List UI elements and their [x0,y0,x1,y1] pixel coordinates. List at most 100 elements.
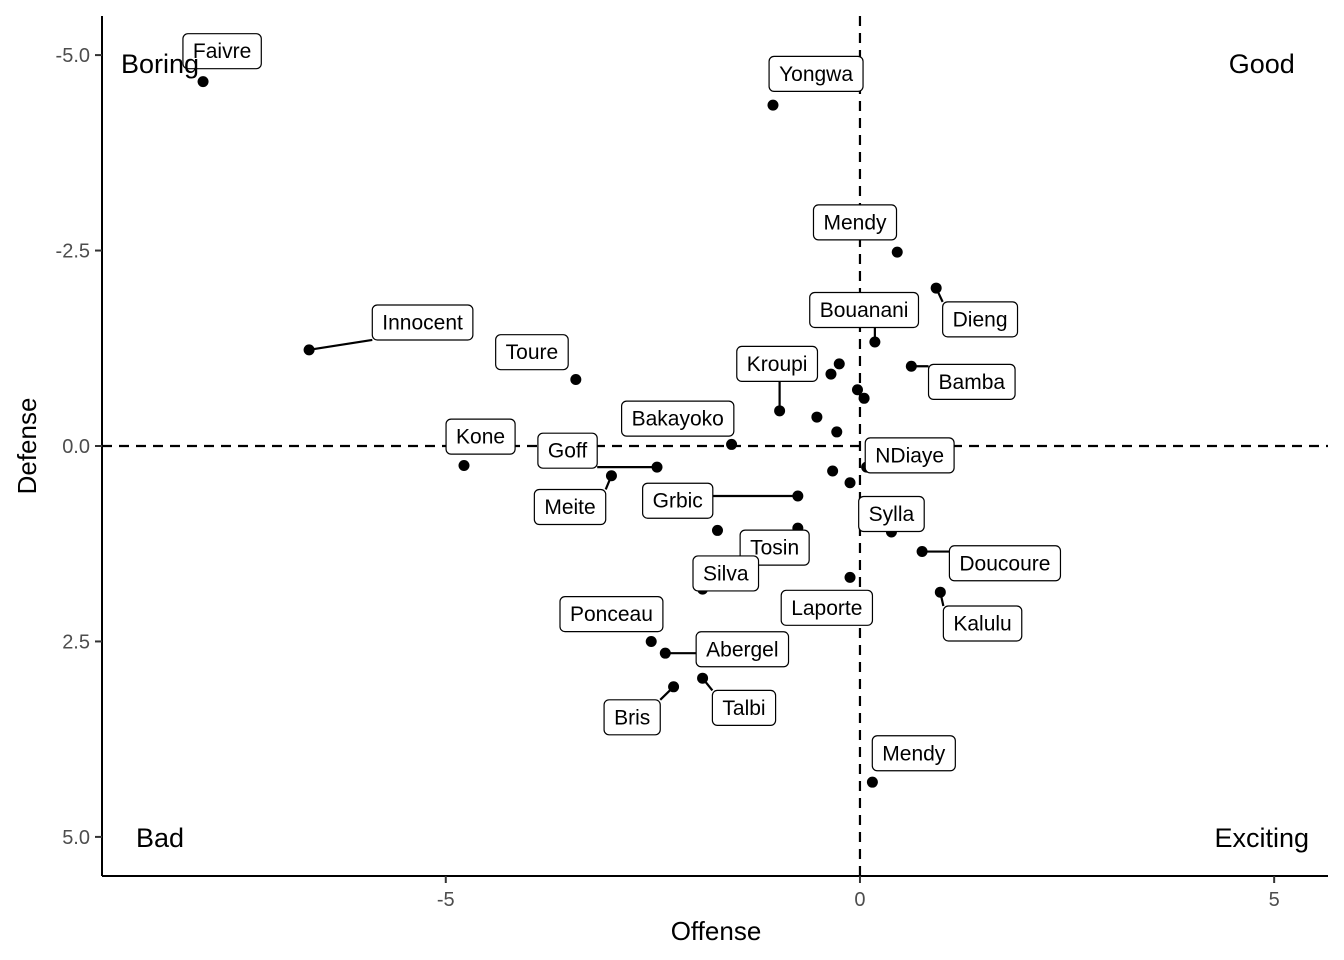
point-label-box [780,589,874,626]
point-label: Faivre [182,33,262,70]
data-point [767,99,779,111]
point-label: Mendy [871,735,956,772]
quadrant-labels: Boring Good Bad Exciting [121,49,1309,853]
point-label-box [711,689,777,727]
point-label: Mendy [812,204,898,241]
point-label-text: Mendy [882,742,946,765]
point-label-text: Sylla [869,503,915,526]
point-label: NDiaye [864,437,955,474]
x-tick-label: 5 [1269,889,1280,911]
point-label: Yongwa [768,55,864,92]
point-label-text: Bamba [939,371,1006,394]
data-point [831,426,843,438]
data-point [651,461,663,473]
point-label: Bouanani [809,291,920,329]
point-label: Dieng [942,301,1019,338]
data-point [891,246,903,258]
data-point [825,368,837,380]
data-point [668,681,680,693]
point-label-box [642,482,714,519]
axis-ticks: -5 0 5 -5.0 -2.5 0.0 2.5 5.0 [56,45,1280,911]
point-label-text: Grbic [653,490,703,513]
point-label-box [695,631,790,668]
quadrant-label: Exciting [1214,823,1309,853]
x-tick-label: 0 [854,889,865,911]
point-label-text: Toure [506,341,559,364]
point-label-box [736,345,819,383]
point-label-text: Bris [614,706,650,729]
data-point [458,460,470,472]
data-point [905,360,917,372]
point-label: Kone [445,418,516,455]
point-label-box [942,301,1019,338]
data-point [869,336,881,348]
y-tick-label: 2.5 [62,631,90,653]
point-label-text: Bakayoko [632,408,724,431]
quadrant-label: Bad [136,823,184,853]
point-label-box [812,204,898,241]
point-label-box [371,304,474,341]
data-point [811,411,823,423]
point-label-text: Laporte [791,597,862,620]
point-label: Grbic [642,482,714,519]
data-point [774,405,786,417]
point-label-box [864,437,955,474]
point-label-text: Mendy [823,211,887,234]
x-tick-label: -5 [437,889,455,911]
point-label-text: Talbi [722,697,765,720]
data-points [197,76,946,788]
point-label-box [871,735,956,772]
point-label: Innocent [371,304,474,341]
point-label-text: Bouanani [820,299,909,322]
data-point [827,465,839,477]
y-tick-label: 5.0 [62,827,90,849]
point-label-box [809,291,920,329]
point-label: Ponceau [559,595,664,633]
data-point [605,470,617,482]
y-tick-label: 0.0 [62,436,90,458]
data-point [858,392,870,404]
point-label-text: Yongwa [779,63,853,86]
point-label-text: Faivre [193,40,251,63]
point-label-text: Kone [456,426,505,449]
point-label: Meite [533,488,607,526]
point-label: Doucoure [948,545,1062,582]
quadrant-label: Boring [121,49,199,79]
point-label: Silva [692,555,760,592]
point-label-text: Doucoure [959,552,1050,575]
point-label: Sylla [858,495,925,533]
point-label-text: Abergel [706,638,778,661]
data-point [934,586,946,598]
point-label-text: Innocent [382,311,463,334]
point-label-box [495,334,569,371]
data-point [916,546,928,558]
data-point [303,344,315,356]
x-axis-title: Offense [671,916,762,946]
label-leaders [308,287,950,701]
point-label-text: Kalulu [953,612,1011,635]
point-label-box [739,529,810,566]
point-label-box [948,545,1062,582]
data-point [645,635,657,647]
point-label-text: Goff [548,440,587,463]
y-tick-label: -2.5 [56,241,90,263]
data-point [851,384,863,396]
data-point [697,672,709,684]
point-label-box [182,33,262,70]
point-label-text: NDiaye [875,444,944,467]
point-label-box [603,699,661,736]
point-label-text: Meite [544,496,595,519]
point-label-text: Ponceau [570,603,653,626]
data-point [711,524,723,536]
data-point [833,358,845,370]
point-label-box [858,495,925,533]
point-label-box [927,363,1016,400]
point-label-text: Tosin [750,537,799,560]
point-label-box [942,605,1023,642]
point-labels: Faivre Yongwa Mendy Dieng Bouanani Bamba Kroup… [182,33,1062,772]
reference-lines [102,16,1328,876]
point-label: Laporte [780,589,874,626]
point-label-box [768,55,864,92]
point-label-box [537,432,598,469]
